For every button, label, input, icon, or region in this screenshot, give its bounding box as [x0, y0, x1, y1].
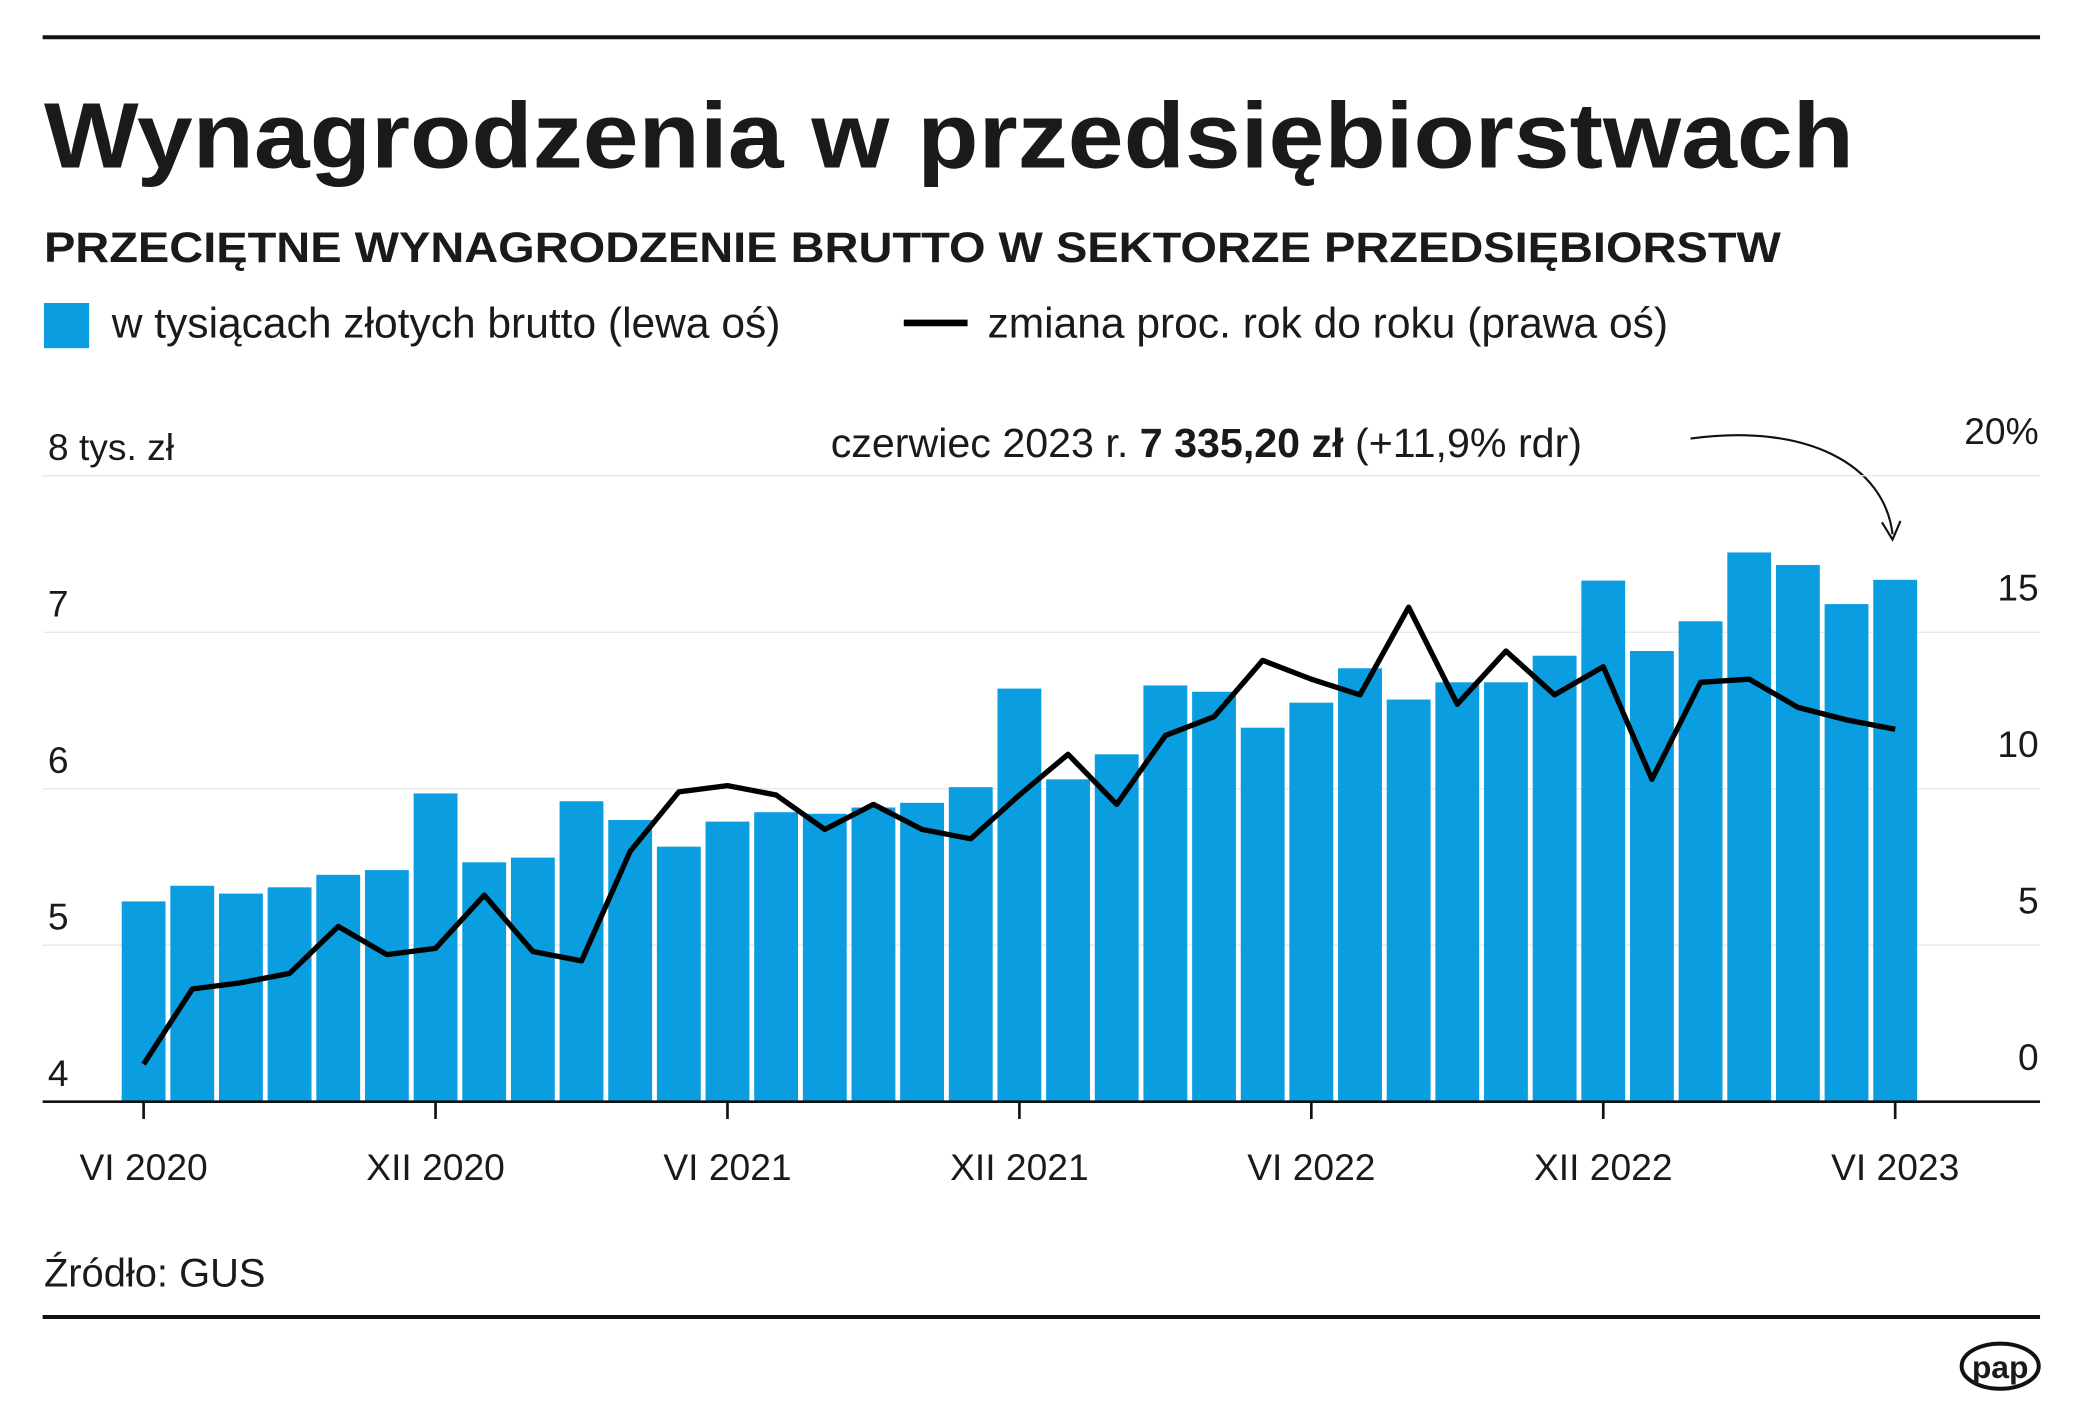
arrow-head [1880, 520, 1902, 542]
y-tick-label: 7 [48, 582, 69, 624]
bar [1678, 621, 1723, 1102]
x-tick-label: XII 2021 [950, 1146, 1089, 1188]
legend-label: w tysiącach złotych brutto (lewa oś) [111, 301, 781, 348]
bar [997, 688, 1042, 1102]
bar [1386, 699, 1431, 1102]
legend-swatch [43, 303, 90, 349]
source: Źródło: GUS [44, 1250, 266, 1295]
bar [559, 801, 604, 1102]
bar [608, 820, 653, 1102]
y2-tick-label: 15 [1997, 566, 2038, 608]
y-tick-label: 6 [48, 739, 69, 781]
bar [705, 821, 750, 1102]
bar [1873, 579, 1918, 1102]
bar [754, 812, 799, 1102]
x-tick-label: XII 2020 [366, 1146, 505, 1188]
annotation-prefix: czerwiec 2023 r. [831, 420, 1129, 466]
y2-tick-label: 10 [1997, 723, 2038, 765]
bar [364, 870, 409, 1102]
bar [1824, 604, 1869, 1102]
bar [316, 874, 361, 1102]
bar [1581, 580, 1626, 1102]
y-tick-label: 5 [48, 895, 69, 937]
x-tick-label: VI 2023 [1831, 1146, 1959, 1188]
annotation-value: 7 335,20 zł [1140, 420, 1344, 466]
y-tick-label: 8 tys. zł [48, 426, 175, 468]
bar [1192, 691, 1236, 1102]
legend-label: zmiana proc. rok do roku (prawa oś) [988, 301, 1669, 348]
y2-tick-label: 0 [2018, 1036, 2039, 1078]
bar [900, 802, 945, 1102]
annotation-suffix: (+11,9% rdr) [1355, 420, 1582, 466]
logo-badge [1959, 1341, 2041, 1391]
x-tick-label: VI 2020 [79, 1146, 207, 1188]
bar [1240, 727, 1285, 1102]
annotation-arrow [1690, 434, 1894, 535]
annotation: czerwiec 2023 r. 7 335,20 zł (+11,9% rdr… [831, 420, 1582, 466]
bar [1289, 702, 1334, 1102]
bar [219, 893, 263, 1102]
bar [1338, 668, 1382, 1102]
bar [510, 857, 555, 1102]
x-tick-label: VI 2021 [663, 1146, 791, 1188]
bar [121, 901, 166, 1102]
y2-tick-label: 20% [1964, 410, 2038, 452]
bar [1094, 754, 1139, 1102]
bar [267, 887, 312, 1102]
bar [462, 862, 507, 1102]
bar [1435, 682, 1480, 1102]
bar [851, 807, 896, 1102]
x-tick-label: VI 2022 [1247, 1146, 1375, 1188]
chart-title: Wynagrodzenia w przedsiębiorstwach [44, 83, 1854, 187]
bar [1727, 552, 1772, 1102]
y-tick-label: 4 [48, 1052, 69, 1094]
bar [802, 813, 847, 1102]
y2-tick-label: 5 [2018, 879, 2039, 921]
line [141, 604, 1896, 1066]
bar [1484, 682, 1528, 1102]
chart-subtitle: PRZECIĘTNE WYNAGRODZENIE BRUTTO W SEKTOR… [44, 225, 1782, 272]
logo: pap [1972, 1349, 2029, 1385]
bar [1143, 685, 1188, 1102]
bar [1775, 564, 1820, 1102]
bar [1046, 779, 1090, 1102]
bar [656, 846, 701, 1102]
x-tick-label: XII 2022 [1534, 1146, 1673, 1188]
bar [1532, 655, 1577, 1102]
bar [1629, 651, 1674, 1102]
